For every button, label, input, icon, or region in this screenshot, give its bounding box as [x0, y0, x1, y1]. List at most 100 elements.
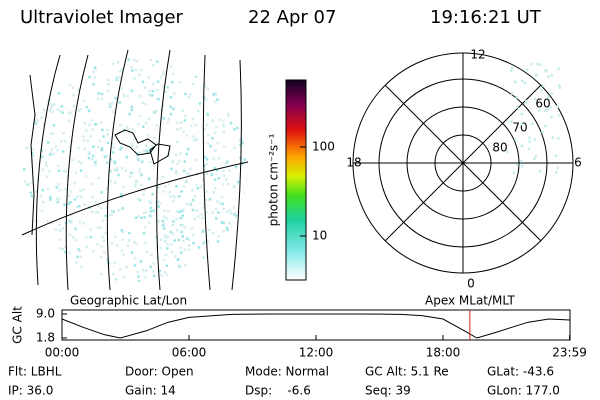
speckle-dot: [71, 269, 75, 272]
speckle-dot: [39, 231, 43, 234]
info-field: GLon: 177.0: [487, 384, 560, 398]
speckle-dot: [69, 190, 72, 193]
speckle-dot: [218, 157, 221, 160]
speckle-dot: [177, 238, 181, 242]
speckle-dot: [114, 96, 117, 100]
speckle-dot: [23, 120, 27, 123]
speckle-dot: [87, 156, 91, 160]
speckle-dot: [26, 272, 29, 276]
speckle-dot: [148, 93, 151, 96]
speckle-dot: [67, 64, 70, 68]
speckle-dot: [78, 204, 81, 208]
speckle-dot: [191, 208, 195, 212]
y-tick-label: 9.0: [36, 307, 55, 321]
speckle-dot: [240, 212, 243, 216]
speckle-dot: [520, 123, 523, 126]
speckle-dot: [117, 173, 120, 177]
speckle-dot: [220, 250, 224, 254]
speckle-dot: [185, 152, 188, 156]
speckle-dot: [25, 113, 28, 117]
speckle-dot: [118, 124, 122, 127]
speckle-dot: [242, 77, 246, 80]
speckle-dot: [72, 86, 75, 90]
speckle-dot: [77, 146, 80, 149]
speckle-dot: [83, 122, 87, 125]
speckle-dot: [151, 63, 155, 67]
speckle-dot: [178, 159, 181, 162]
speckle-dot: [139, 68, 143, 72]
speckle-dot: [57, 182, 60, 186]
speckle-dot: [128, 231, 131, 235]
speckle-dot: [152, 274, 156, 278]
speckle-dot: [209, 255, 213, 259]
speckle-dot: [84, 129, 88, 132]
speckle-dot: [60, 73, 63, 77]
speckle-dot: [80, 195, 83, 198]
speckle-dot: [213, 178, 217, 181]
colorbar-tick-label: 10: [312, 228, 327, 242]
speckle-dot: [96, 226, 100, 229]
speckle-dot: [74, 171, 78, 174]
speckle-dot: [70, 158, 74, 162]
speckle-dot: [130, 108, 134, 112]
speckle-dot: [62, 170, 66, 173]
speckle-dot: [183, 248, 187, 251]
speckle-dot: [68, 233, 72, 237]
speckle-dot: [192, 117, 195, 121]
speckle-dot: [100, 148, 103, 152]
speckle-dot: [138, 198, 142, 202]
speckle-dot: [238, 217, 241, 220]
speckle-dot: [64, 245, 67, 249]
speckle-dot: [202, 256, 206, 260]
speckle-dot: [225, 226, 229, 230]
speckle-dot: [137, 158, 140, 162]
speckle-dot: [204, 211, 208, 214]
speckle-dot: [169, 112, 173, 116]
speckle-dot: [135, 154, 139, 158]
speckle-dot: [56, 197, 59, 200]
speckle-dot: [112, 210, 115, 213]
speckle-dot: [67, 202, 71, 206]
speckle-dot: [90, 157, 94, 161]
speckle-dot: [47, 263, 51, 267]
speckle-dot: [163, 215, 166, 218]
speckle-dot: [158, 269, 162, 273]
speckle-dot: [198, 72, 201, 75]
speckle-dot: [173, 255, 177, 258]
speckle-dot: [205, 79, 209, 83]
hour-label: 12: [470, 48, 485, 62]
speckle-dot: [122, 253, 125, 256]
speckle-dot: [528, 140, 531, 143]
speckle-dot: [101, 235, 105, 239]
speckle-dot: [41, 79, 45, 83]
speckle-dot: [161, 175, 164, 179]
speckle-dot: [211, 119, 214, 123]
speckle-dot: [88, 123, 91, 126]
speckle-dot: [176, 210, 179, 213]
speckle-dot: [202, 228, 205, 232]
speckle-dot: [130, 66, 133, 69]
speckle-dot: [164, 90, 168, 93]
speckle-dot: [166, 209, 170, 213]
speckle-dot: [202, 206, 205, 209]
x-tick-label: 00:00: [45, 346, 80, 360]
speckle-dot: [112, 272, 115, 276]
speckle-dot: [216, 98, 219, 101]
speckle-dot: [124, 169, 128, 172]
speckle-dot: [179, 246, 182, 249]
speckle-dot: [51, 132, 55, 135]
speckle-dot: [80, 265, 83, 269]
speckle-dot: [148, 214, 152, 218]
speckle-dot: [32, 241, 35, 245]
speckle-dot: [31, 278, 35, 281]
speckle-dot: [163, 234, 167, 237]
speckle-dot: [208, 144, 212, 148]
speckle-dot: [218, 202, 222, 205]
speckle-dot: [228, 209, 232, 212]
speckle-dot: [222, 119, 225, 122]
speckle-dot: [82, 139, 85, 142]
speckle-dot: [213, 100, 217, 103]
speckle-dot: [100, 191, 103, 194]
speckle-dot: [220, 221, 224, 224]
speckle-dot: [538, 109, 541, 112]
